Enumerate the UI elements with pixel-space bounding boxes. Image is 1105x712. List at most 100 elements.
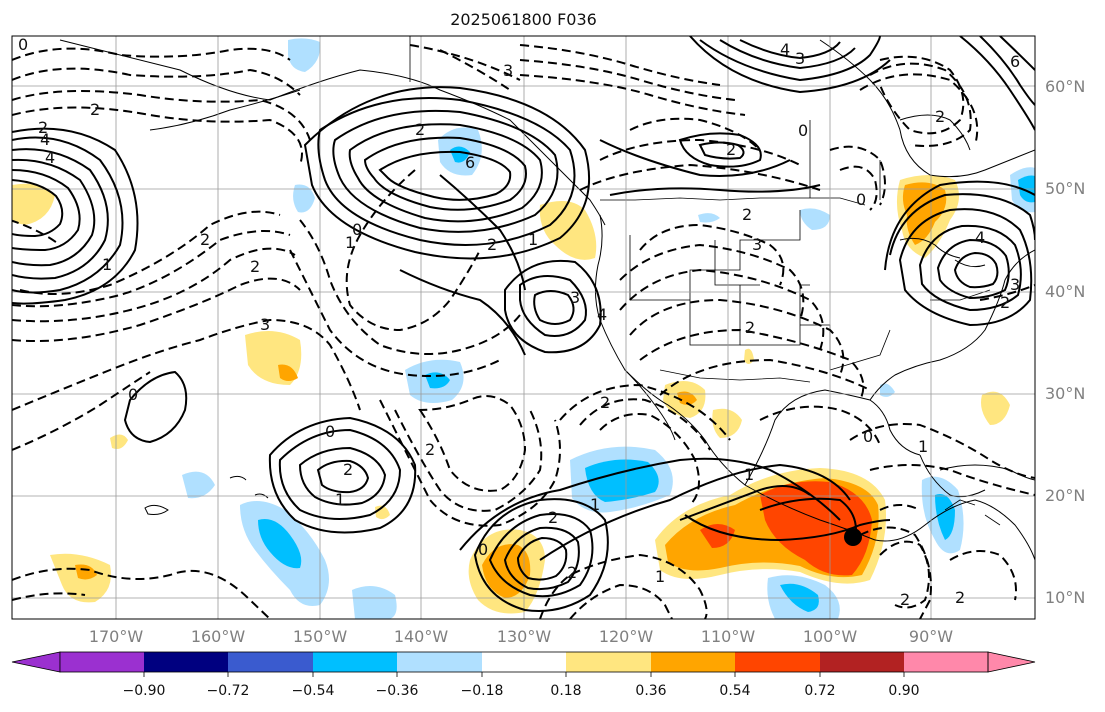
contour-label: 3 — [260, 315, 270, 334]
colorbar-segment — [397, 652, 482, 672]
colorbar-tick-label: 0.90 — [888, 683, 920, 699]
gridlines — [12, 36, 1035, 619]
lat-label-20n: 20°N — [1045, 486, 1086, 505]
contour-label: 2 — [567, 563, 577, 582]
colorbar-low-extend — [11, 651, 61, 673]
lon-label-110w: 110°W — [700, 627, 756, 646]
negative-contours — [12, 44, 1035, 619]
negative-anomaly-region — [352, 586, 397, 619]
lon-label-160w: 160°W — [190, 627, 246, 646]
negative-anomaly-region — [182, 471, 215, 499]
colorbar-tick-label: −0.36 — [375, 683, 419, 699]
colorbar-segment — [482, 652, 566, 672]
lon-label-170w: 170°W — [88, 627, 144, 646]
lon-label-120w: 120°W — [598, 627, 654, 646]
positive-anomaly-region — [700, 524, 735, 548]
lon-label-90w: 90°W — [908, 627, 954, 646]
contour-labels: 0 2 4 2 4 6 2 3 3 2 2 1 2 4 3 3 2 2 1 0 … — [18, 35, 1020, 609]
colorbar-tick-label: 0.36 — [635, 683, 667, 699]
colorbar-segment — [144, 652, 228, 672]
contour-label: 3 — [570, 288, 580, 307]
contour-label: 4 — [975, 228, 985, 247]
contour-label: 4 — [597, 305, 607, 324]
contour-label: 2 — [425, 440, 435, 459]
contour-label: 6 — [465, 153, 475, 172]
negative-anomaly-region — [585, 459, 659, 502]
contour-label: 0 — [863, 427, 873, 446]
contour-label: 0 — [18, 35, 28, 54]
contour-label: 1 — [918, 437, 928, 456]
colorbar-tick-label: 0.18 — [550, 683, 582, 699]
lon-label-130w: 130°W — [496, 627, 552, 646]
positive-anomaly-region — [712, 408, 742, 438]
positive-anomaly-region — [981, 391, 1010, 425]
contour-label: 2 — [548, 508, 558, 527]
contour-label: 2 — [1000, 293, 1010, 312]
map-frame — [11, 35, 1036, 620]
colorbar-tick-label: 0.54 — [719, 683, 751, 699]
colorbar-high-extend — [987, 651, 1036, 673]
shaded-anomaly-regions — [12, 38, 1035, 619]
lat-label-10n: 10°N — [1045, 588, 1086, 607]
colorbar — [11, 651, 1036, 677]
political-borders — [409, 36, 1001, 526]
contour-label: 1 — [655, 567, 665, 586]
zero-contours — [399, 269, 841, 551]
colorbar-segment — [735, 652, 820, 672]
contour-label: 4 — [780, 40, 790, 59]
contour-label: 4 — [40, 130, 50, 149]
positive-anomaly-region — [760, 481, 872, 576]
colorbar-segment — [904, 652, 988, 672]
colorbar-segment — [651, 652, 735, 672]
negative-anomaly-region — [935, 494, 955, 540]
contour-label: 0 — [352, 220, 362, 239]
colorbar-tick-label: −0.54 — [291, 683, 335, 699]
positive-anomaly-region — [110, 434, 128, 449]
contour-label: 1 — [590, 495, 600, 514]
negative-anomaly-region — [450, 146, 470, 163]
contour-label: 2 — [200, 230, 210, 249]
contour-label: 1 — [528, 230, 538, 249]
colorbar-tick-label: −0.90 — [122, 683, 166, 699]
lat-label-40n: 40°N — [1045, 282, 1086, 301]
contour-label: 1 — [345, 233, 355, 252]
contour-label: 2 — [415, 120, 425, 139]
contour-label: 6 — [1010, 52, 1020, 71]
contour-label: 3 — [503, 61, 513, 80]
contour-label: 2 — [745, 318, 755, 337]
negative-anomaly-region — [880, 383, 895, 397]
colorbar-segment — [228, 652, 313, 672]
contour-label: 2 — [250, 257, 260, 276]
colorbar-segment — [313, 652, 397, 672]
negative-anomaly-region — [698, 213, 720, 223]
contour-label: 0 — [478, 540, 488, 559]
contour-label: 4 — [45, 148, 55, 167]
contour-label: 0 — [798, 121, 808, 140]
colorbar-tick-label: −0.18 — [460, 683, 504, 699]
lat-label-30n: 30°N — [1045, 384, 1086, 403]
contour-label: 3 — [795, 49, 805, 68]
negative-anomaly-region — [293, 184, 315, 213]
contour-label: 2 — [900, 590, 910, 609]
colorbar-segment — [820, 652, 904, 672]
positive-anomaly-region — [677, 391, 697, 405]
contour-label: 2 — [90, 100, 100, 119]
lon-label-100w: 100°W — [802, 627, 858, 646]
contour-label: 1 — [102, 255, 112, 274]
colorbar-segment — [60, 652, 144, 672]
positive-anomaly-region — [12, 183, 55, 225]
contour-label: 0 — [325, 422, 335, 441]
storm-center-marker — [844, 528, 862, 546]
contour-label: 2 — [343, 460, 353, 479]
contour-label: 2 — [955, 588, 965, 607]
negative-anomaly-region — [258, 519, 302, 569]
contour-label: 2 — [935, 107, 945, 126]
contour-label: 2 — [726, 140, 736, 159]
contour-label: 3 — [1010, 275, 1020, 294]
map-title: 2025061800 F036 — [450, 10, 597, 29]
contour-label: 2 — [487, 235, 497, 254]
contour-label: 1 — [744, 465, 754, 484]
negative-anomaly-region — [288, 38, 321, 72]
positive-anomaly-region — [75, 564, 97, 580]
